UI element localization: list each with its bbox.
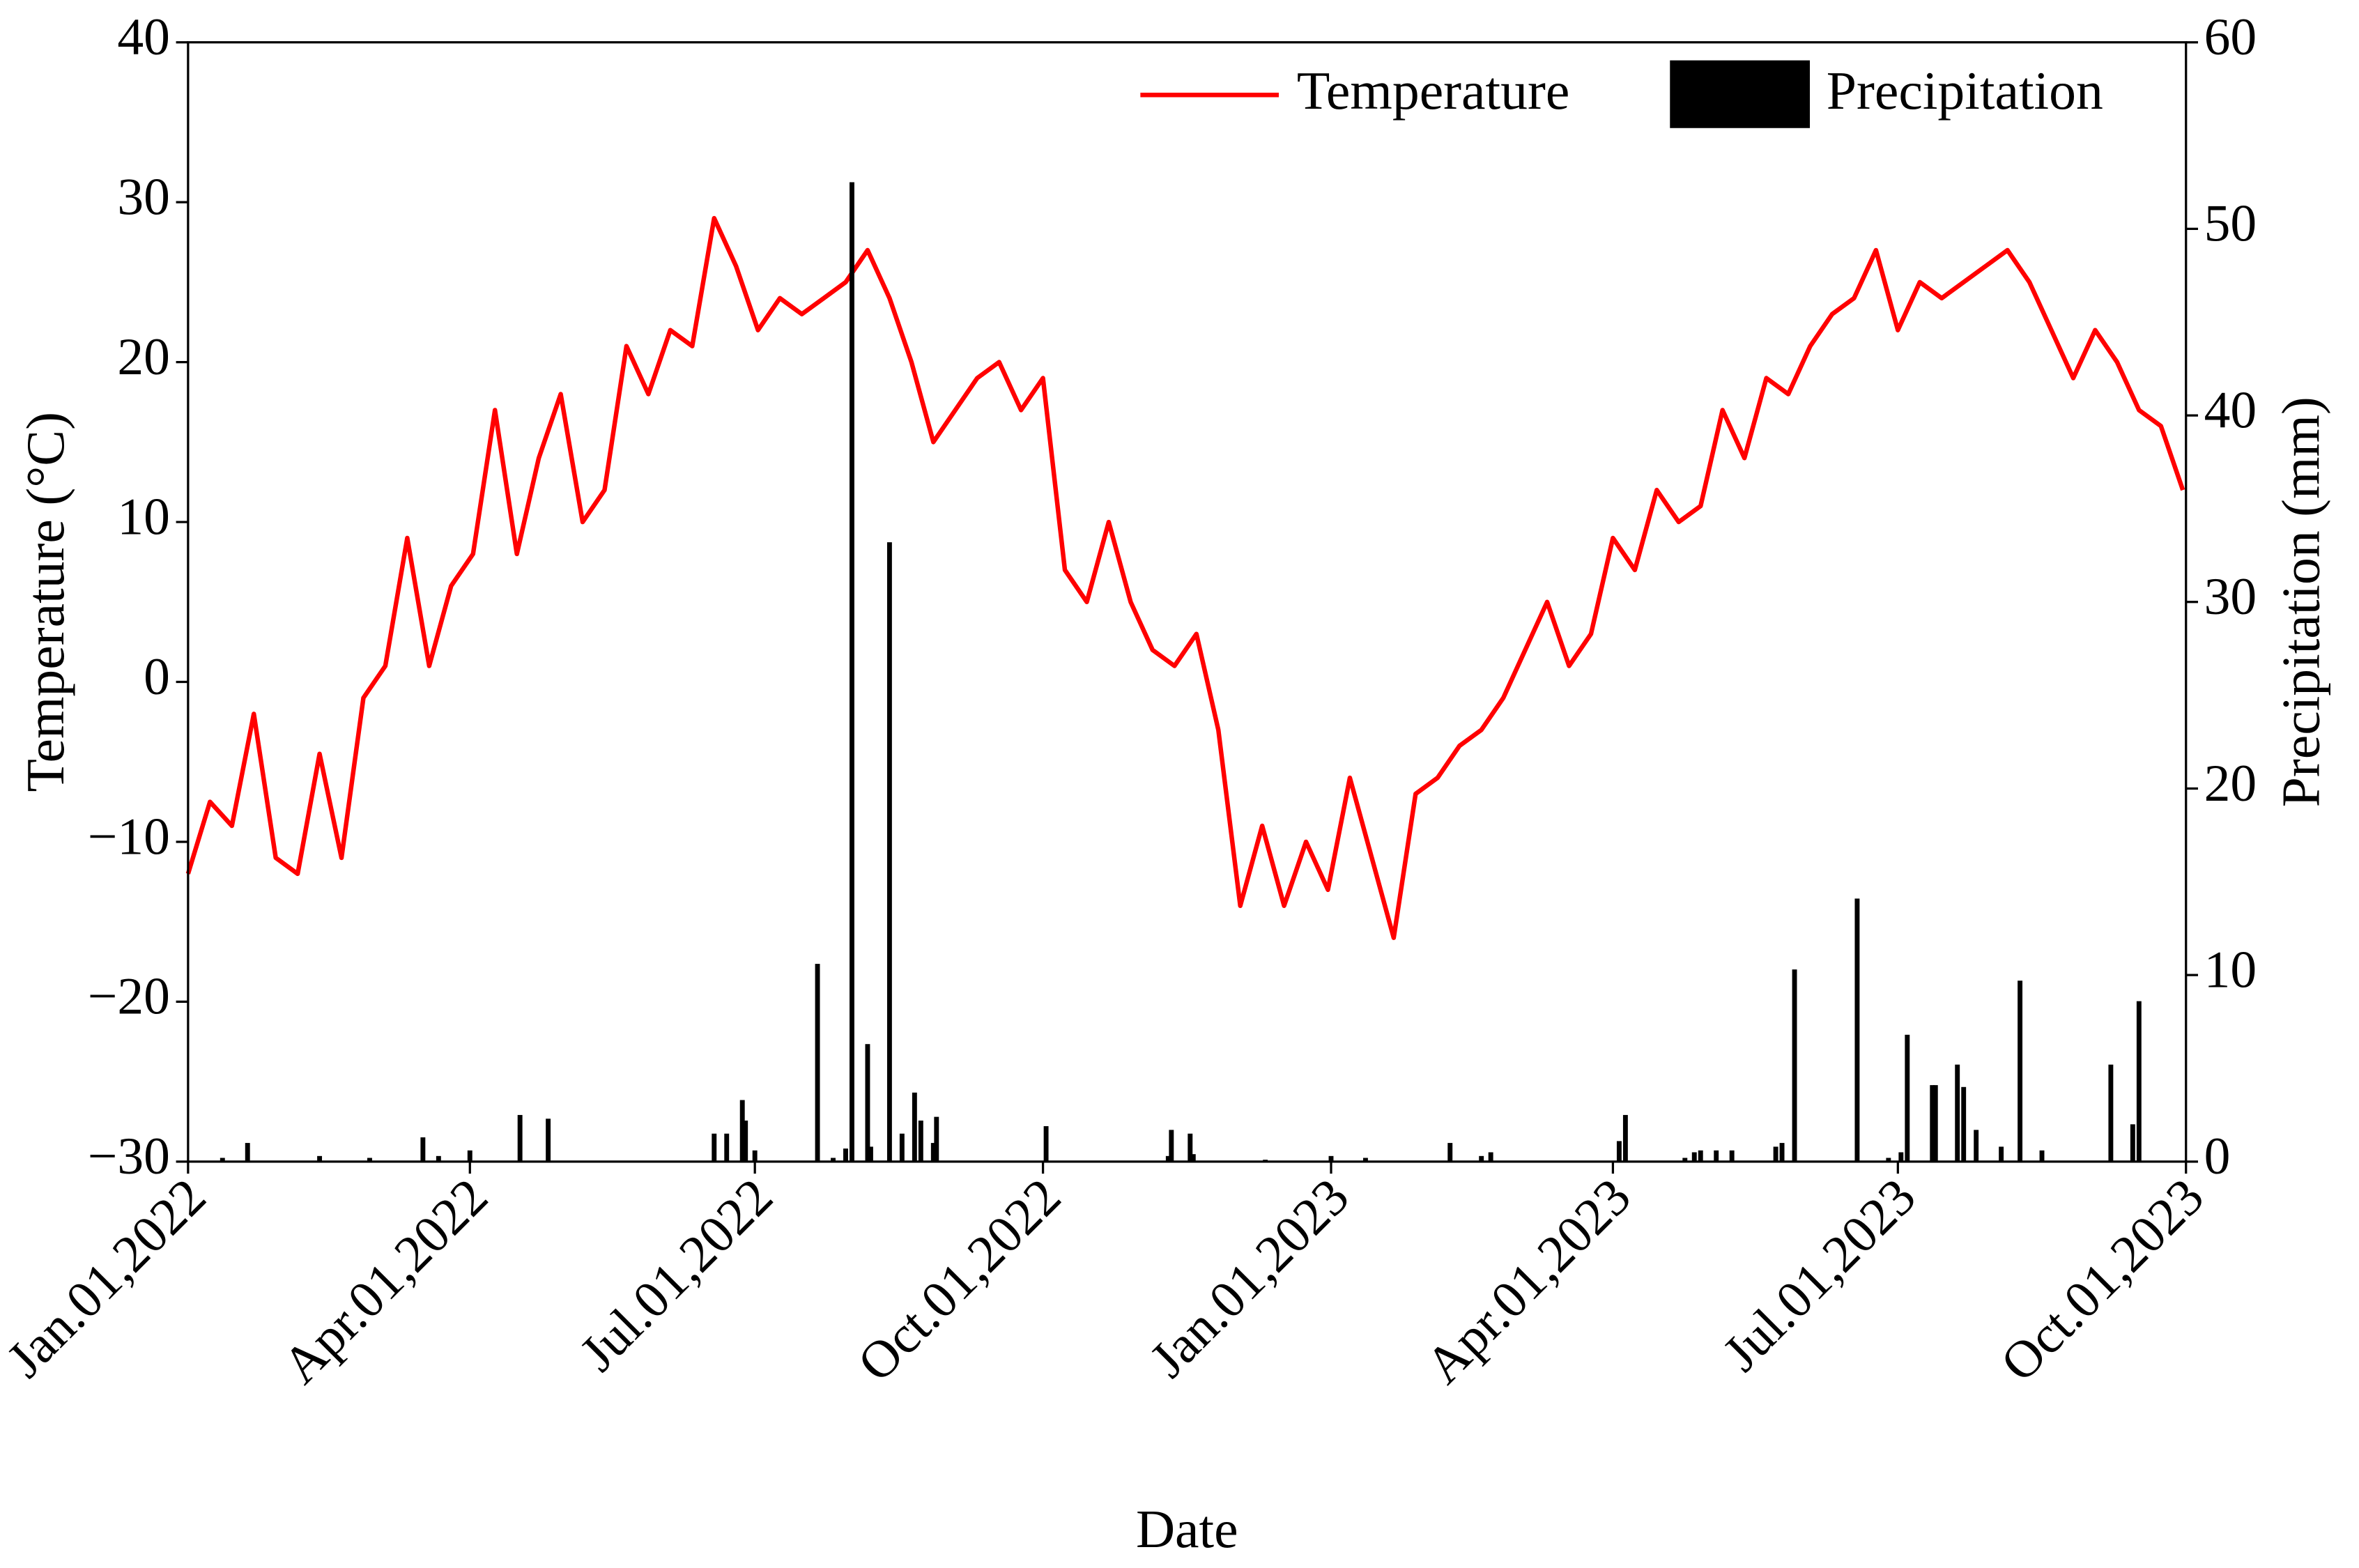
precip-bar bbox=[1691, 1152, 1697, 1162]
precip-bar bbox=[1488, 1152, 1493, 1162]
precip-bar bbox=[850, 182, 854, 1162]
y-axis-title: Temperature (°C) bbox=[15, 412, 75, 792]
x-tick-label: Oct.01,2023 bbox=[1990, 1168, 2215, 1393]
precip-bar bbox=[2130, 1124, 2135, 1162]
precip-bar bbox=[2018, 981, 2023, 1162]
y2-tick-label: 20 bbox=[2204, 755, 2257, 813]
precip-bar bbox=[712, 1133, 717, 1162]
y-tick-label: 0 bbox=[144, 648, 170, 706]
precip-bar bbox=[1190, 1154, 1196, 1162]
precip-bar bbox=[1999, 1146, 2004, 1162]
precip-bar bbox=[1043, 1125, 1049, 1162]
precip-bar bbox=[743, 1120, 748, 1162]
x-tick-label: Jan.01,2023 bbox=[1139, 1168, 1360, 1389]
precip-bar bbox=[546, 1119, 551, 1162]
precip-bar bbox=[1169, 1130, 1174, 1162]
precip-bar bbox=[220, 1158, 225, 1162]
precip-bar bbox=[724, 1133, 730, 1162]
precip-bar bbox=[1714, 1150, 1719, 1162]
y2-tick-label: 0 bbox=[2204, 1128, 2231, 1185]
x-axis-title: Date bbox=[1136, 1499, 1238, 1559]
precip-bar bbox=[2039, 1150, 2045, 1162]
x-tick-label: Apr.01,2023 bbox=[1415, 1168, 1642, 1395]
precip-bar bbox=[865, 1044, 870, 1162]
precip-bar bbox=[467, 1150, 472, 1162]
y-tick-label: −20 bbox=[88, 968, 170, 1026]
legend-swatch bbox=[1670, 60, 1811, 128]
y-tick-label: 20 bbox=[117, 328, 170, 386]
precip-bar bbox=[1729, 1150, 1735, 1162]
precip-bar bbox=[868, 1146, 873, 1162]
precip-bar bbox=[918, 1120, 923, 1162]
precip-bar bbox=[1362, 1158, 1368, 1162]
y2-axis-title: Precipitation (mm) bbox=[2270, 397, 2330, 807]
precip-bar bbox=[1905, 1034, 1910, 1162]
precip-bar bbox=[1932, 1085, 1938, 1162]
y-tick-label: 10 bbox=[117, 488, 170, 546]
precip-bar bbox=[886, 542, 892, 1162]
x-tick-label: Jul.01,2023 bbox=[1712, 1168, 1927, 1383]
precip-bar bbox=[1188, 1133, 1193, 1162]
precip-bar bbox=[1773, 1146, 1778, 1162]
precip-bar bbox=[739, 1100, 745, 1162]
precip-bar bbox=[843, 1148, 848, 1162]
precip-bar bbox=[831, 1158, 836, 1162]
y-tick-label: −30 bbox=[88, 1128, 170, 1185]
precip-bar bbox=[1792, 969, 1797, 1162]
precip-bar bbox=[2108, 1064, 2114, 1162]
precip-bar bbox=[1682, 1158, 1688, 1162]
precip-bar bbox=[1955, 1064, 1960, 1162]
precip-bar bbox=[912, 1092, 917, 1162]
temperature-line bbox=[185, 215, 2185, 940]
precip-bar bbox=[1886, 1158, 1891, 1162]
precip-bar bbox=[1616, 1141, 1622, 1162]
y2-tick-label: 40 bbox=[2204, 381, 2257, 439]
precip-bar bbox=[317, 1155, 323, 1162]
y2-tick-label: 60 bbox=[2204, 8, 2257, 66]
precip-bar bbox=[1447, 1143, 1453, 1162]
x-tick-label: Jul.01,2022 bbox=[569, 1168, 784, 1383]
y-tick-label: −10 bbox=[88, 808, 170, 866]
precip-bar bbox=[245, 1143, 250, 1162]
y2-tick-label: 50 bbox=[2204, 195, 2257, 253]
y2-tick-label: 30 bbox=[2204, 568, 2257, 626]
precip-bar bbox=[367, 1158, 372, 1162]
legend-label: Precipitation bbox=[1827, 61, 2103, 121]
precip-bar bbox=[1622, 1114, 1628, 1162]
x-tick-label: Apr.01,2022 bbox=[272, 1168, 499, 1395]
precip-bar bbox=[1930, 1085, 1935, 1162]
legend-label: Temperature bbox=[1297, 61, 1569, 121]
precip-bar bbox=[1779, 1143, 1785, 1162]
precip-bar bbox=[2136, 1001, 2142, 1162]
y-tick-label: 40 bbox=[117, 8, 170, 66]
precip-bar bbox=[1974, 1130, 1979, 1162]
precip-bar bbox=[1328, 1155, 1334, 1162]
precip-bar bbox=[815, 964, 820, 1162]
precip-bar bbox=[934, 1116, 939, 1162]
y-tick-label: 30 bbox=[117, 169, 170, 226]
precip-bar bbox=[1854, 898, 1860, 1162]
precip-bar bbox=[1165, 1155, 1171, 1162]
x-tick-label: Jan.01,2022 bbox=[0, 1168, 217, 1389]
precip-bar bbox=[752, 1150, 758, 1162]
precip-bar bbox=[420, 1137, 426, 1162]
plot-frame bbox=[187, 41, 2188, 1163]
precip-bar bbox=[1479, 1155, 1484, 1162]
precip-bar bbox=[930, 1143, 936, 1162]
y2-tick-label: 10 bbox=[2204, 941, 2257, 999]
precip-bar bbox=[436, 1155, 441, 1162]
precip-bar bbox=[899, 1133, 905, 1162]
legend: Temperature Precipitation bbox=[1140, 60, 2103, 128]
precip-bar bbox=[517, 1114, 523, 1162]
x-tick-label: Oct.01,2022 bbox=[847, 1168, 1072, 1393]
precip-bar bbox=[1961, 1086, 1967, 1162]
precip-bar bbox=[1898, 1152, 1904, 1162]
precip-bar bbox=[1698, 1150, 1703, 1162]
